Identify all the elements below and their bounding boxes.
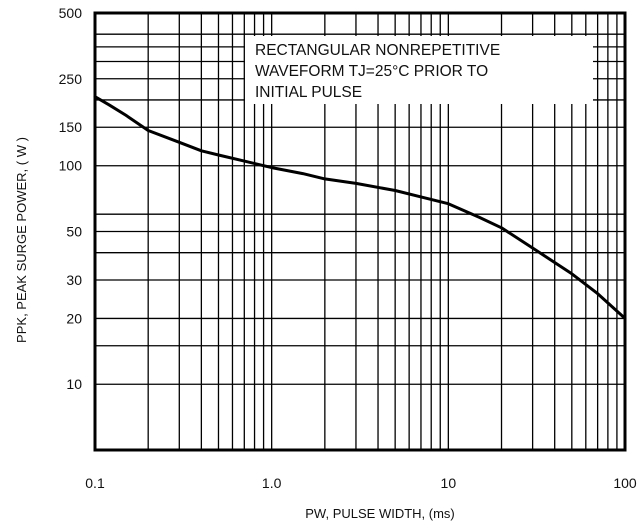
- series-layer: [93, 95, 627, 320]
- y-axis-title: PPK, PEAK SURGE POWER, ( W ): [14, 137, 29, 343]
- x-tick-label: 100: [613, 475, 637, 491]
- y-tick-label: 50: [66, 224, 82, 240]
- tick-labels: 500 250 150 100 50 30 20 10 0.1 1.0 10 100: [59, 5, 637, 491]
- annotation-line-2: WAVEFORM TJ=25°C PRIOR TO: [255, 63, 488, 80]
- annotation-background: [245, 36, 593, 104]
- annotation-box: RECTANGULAR NONREPETITIVE WAVEFORM TJ=25…: [245, 36, 593, 104]
- y-tick-label: 20: [66, 310, 82, 326]
- x-axis-title: PW, PULSE WIDTH, (ms): [305, 506, 455, 521]
- series-line: [93, 95, 627, 320]
- y-tick-label: 150: [59, 119, 83, 135]
- x-tick-label: 0.1: [85, 475, 105, 491]
- y-tick-label: 100: [59, 158, 83, 174]
- annotation-line-1: RECTANGULAR NONREPETITIVE: [255, 42, 500, 59]
- y-tick-label: 10: [66, 376, 82, 392]
- annotation-line-3: INITIAL PULSE: [255, 84, 362, 101]
- x-tick-label: 1.0: [262, 475, 282, 491]
- y-tick-label: 500: [59, 5, 83, 21]
- y-tick-label: 250: [59, 71, 83, 87]
- y-tick-label: 30: [66, 272, 82, 288]
- x-tick-label: 10: [441, 475, 457, 491]
- plot-frame: [93, 11, 627, 452]
